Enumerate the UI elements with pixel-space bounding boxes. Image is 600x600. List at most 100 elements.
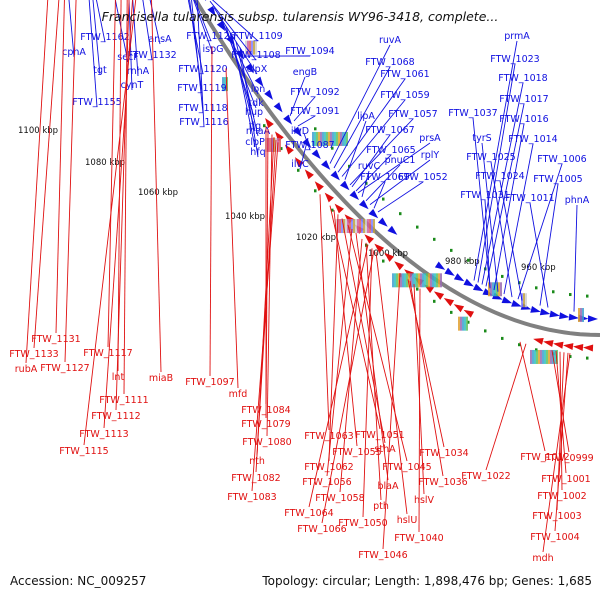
reverse-feature-block <box>414 273 416 288</box>
forward-gene-arrow <box>539 308 551 316</box>
forward-gene-arrow <box>511 299 522 307</box>
gene-leader-line <box>196 0 205 128</box>
gene-leader-line <box>490 161 513 298</box>
forward-gene-label: FTW_1057 <box>388 109 437 120</box>
forward-gene-arrow <box>349 190 360 201</box>
reverse-gene-arrow <box>543 340 554 347</box>
forward-feature-block <box>336 131 338 146</box>
reverse-gene-label: FTW_1079 <box>241 419 290 430</box>
forward-gene-arrow <box>387 225 398 235</box>
gene-leader-line <box>519 341 546 452</box>
reverse-gene-label: FTW_1045 <box>382 462 431 473</box>
forward-gene-label: lon <box>251 84 265 95</box>
reverse-feature-block <box>371 219 373 234</box>
forward-gene-label: ruvA <box>379 35 402 46</box>
reverse-gene-label: FTW_1117 <box>83 348 132 359</box>
reverse-feature-block <box>404 273 406 288</box>
forward-gene-label: FTW_1065 <box>366 145 415 156</box>
forward-gene-label: clpX <box>247 64 268 75</box>
forward-gene-label: FTW_1018 <box>498 73 547 84</box>
forward-feature-block <box>490 282 492 297</box>
reverse-feature-block <box>464 316 466 331</box>
forward-gene-arrow <box>283 114 293 125</box>
reverse-feature-block <box>339 219 341 234</box>
gene-leader-line <box>481 82 524 285</box>
kbp-tick-label: 1040 kbp <box>225 212 265 222</box>
forward-feature-block <box>247 40 249 55</box>
forward-gene-label: hfq <box>250 147 265 158</box>
reverse-gene-label: FTW_1111 <box>99 395 148 406</box>
gene-label-layer: FTW_1162cphAsecFtgtansAFTW_1132rnhAcynTF… <box>9 0 594 564</box>
tick-dot <box>280 147 283 151</box>
reverse-feature-block <box>436 273 438 288</box>
gene-leader-line <box>209 46 213 377</box>
gene-leader-line <box>239 47 259 158</box>
reverse-gene-arrow <box>394 261 405 271</box>
reverse-gene-label: FTW_1004 <box>530 532 579 543</box>
tick-dot <box>348 164 351 168</box>
forward-gene-label: FTW_1132 <box>127 50 176 61</box>
reverse-feature-block <box>424 273 426 288</box>
forward-feature-block <box>255 40 257 55</box>
gene-leader-line <box>83 0 137 446</box>
forward-feature-block <box>494 282 496 297</box>
gene-leader-line <box>321 250 375 524</box>
forward-gene-label: FTW_1006 <box>537 154 586 165</box>
gene-leader-line <box>333 66 391 169</box>
forward-gene-label: FTW_1037 <box>448 108 497 119</box>
tick-dot <box>365 181 368 185</box>
forward-gene-label: FTW_1067 <box>365 125 414 136</box>
forward-feature-block <box>318 131 320 146</box>
tick-dot <box>501 274 504 278</box>
reverse-gene-label: hslV <box>414 495 435 506</box>
gene-leader-line <box>351 134 391 188</box>
reverse-feature-block <box>420 273 422 288</box>
reverse-gene-label: hslU <box>397 515 418 526</box>
reverse-gene-arrow <box>463 309 475 318</box>
forward-gene-arrow <box>197 0 207 1</box>
gene-leader-line <box>103 0 133 429</box>
forward-gene-arrow <box>444 267 455 276</box>
forward-gene-arrow <box>530 305 541 313</box>
gene-leader-line <box>326 228 353 477</box>
tick-dot <box>518 343 521 347</box>
gene-leader-line <box>115 0 130 411</box>
reverse-feature-block <box>224 77 226 92</box>
reverse-feature-block <box>359 219 361 234</box>
reverse-feature-block <box>394 273 396 288</box>
gene-leader-line <box>213 7 258 75</box>
reverse-gene-label: FTW_1003 <box>532 511 581 522</box>
reverse-gene-label: FTW_0999 <box>544 453 593 464</box>
gene-leader-line <box>503 143 534 295</box>
tick-dot <box>535 286 538 290</box>
reverse-gene-label: FTW_1051 <box>355 430 404 441</box>
tick-dot <box>467 258 470 262</box>
gene-leader-line <box>33 0 60 349</box>
forward-gene-label: FTW_1024 <box>475 171 524 182</box>
reverse-feature-block <box>357 219 359 234</box>
tick-dot <box>399 212 402 216</box>
reverse-gene-arrow <box>384 252 395 262</box>
reverse-feature-block <box>406 273 408 288</box>
forward-gene-arrow <box>587 315 598 323</box>
gene-leader-line <box>193 0 214 55</box>
forward-gene-label: cynT <box>121 80 144 91</box>
gene-leader-line <box>142 0 153 61</box>
reverse-gene-arrow <box>573 343 584 351</box>
gene-leader-line <box>499 180 523 301</box>
reverse-feature-block <box>426 273 428 288</box>
forward-feature-block <box>312 131 314 146</box>
gene-leader-line <box>477 63 516 283</box>
forward-gene-label: rnhA <box>127 66 150 77</box>
forward-gene-label: secF <box>117 52 138 63</box>
backbone-layer <box>193 0 600 337</box>
reverse-gene-label: mdh <box>532 553 553 564</box>
reverse-feature-block <box>279 137 281 152</box>
forward-gene-label: FTW_1017 <box>499 94 548 105</box>
gene-leader-line <box>333 209 358 447</box>
forward-feature-block <box>525 293 527 308</box>
reverse-feature-block <box>530 349 532 364</box>
reverse-feature-block <box>418 273 420 288</box>
tick-dot <box>450 248 453 252</box>
forward-gene-arrow <box>434 261 446 270</box>
